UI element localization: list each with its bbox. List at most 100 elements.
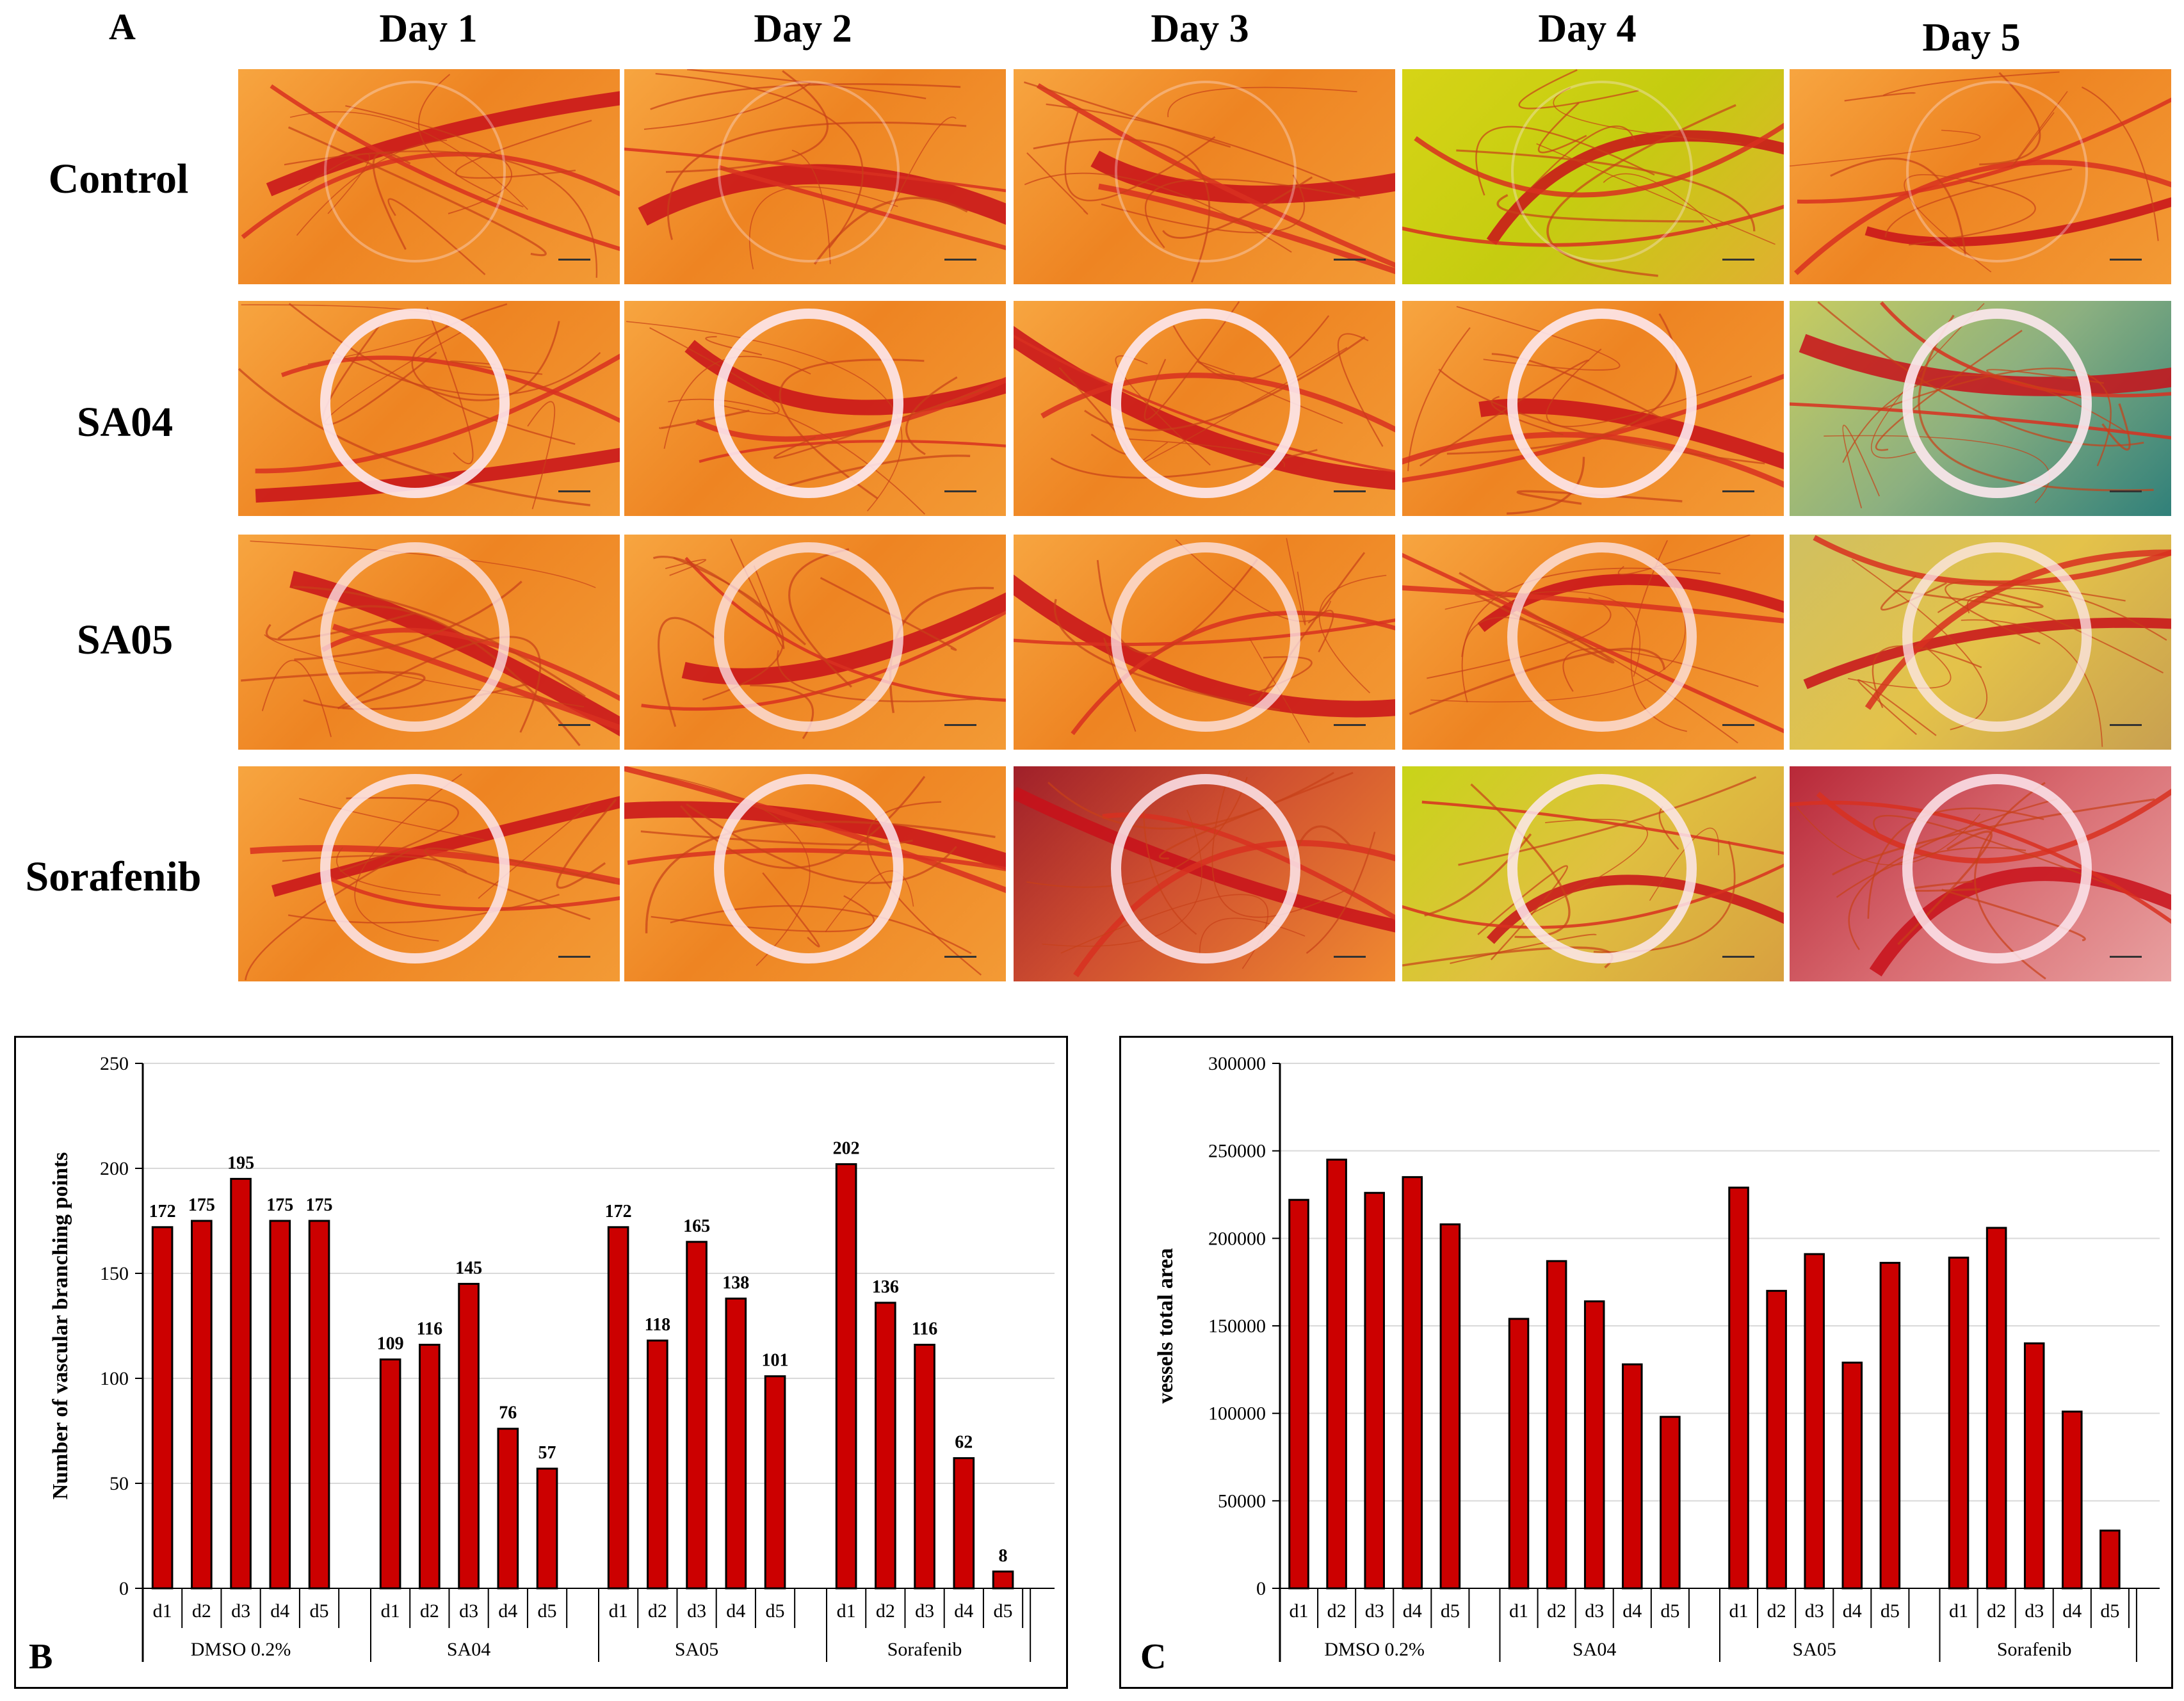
y-tick-label: 300000 — [1208, 1053, 1266, 1074]
bar-value-label: 76 — [499, 1403, 517, 1423]
cam-photo-r1-c2 — [624, 69, 1006, 284]
scale-bar — [1722, 259, 1754, 261]
vessel-drawing — [626, 309, 1006, 515]
bar-SA04-d4 — [1622, 1363, 1643, 1590]
scale-bar — [558, 490, 590, 492]
silicone-ring — [1507, 309, 1697, 498]
y-tick-label: 100000 — [1208, 1403, 1266, 1424]
cam-photo-r3-c5 — [1790, 535, 2171, 750]
x-tick-label: d2 — [420, 1600, 439, 1622]
panel-a-letter: A — [109, 6, 136, 47]
silicone-ring — [320, 542, 510, 732]
bar-SA05-d2 — [1766, 1289, 1787, 1590]
bar-SA04-d2 — [419, 1344, 441, 1590]
x-tick-label: d5 — [538, 1600, 557, 1622]
scale-bar — [2110, 724, 2142, 726]
silicone-ring — [1111, 774, 1300, 963]
bar-value-label: 175 — [266, 1195, 293, 1215]
bar-SA04-d1 — [1508, 1318, 1530, 1590]
silicone-ring — [718, 81, 900, 262]
bar-Sorafenib-d3 — [2023, 1342, 2045, 1590]
bar-value-label: 116 — [912, 1319, 937, 1339]
x-group-label: Sorafenib — [887, 1639, 962, 1660]
cam-photo-r3-c3 — [1014, 535, 1395, 750]
x-tick-label: d3 — [1365, 1600, 1384, 1622]
row-label-sorafenib: Sorafenib — [25, 853, 202, 900]
x-tick-label: d3 — [915, 1600, 934, 1622]
x-group-label: SA05 — [1793, 1639, 1836, 1660]
scale-bar — [944, 724, 976, 726]
cam-photo-r1-c3 — [1014, 69, 1395, 284]
bar-value-label: 101 — [762, 1351, 789, 1371]
day-label-3: Day 3 — [1151, 7, 1249, 51]
x-tick-label: d5 — [1441, 1600, 1460, 1622]
y-tick-label: 150000 — [1208, 1316, 1266, 1337]
vessel-drawing — [1790, 71, 2171, 275]
x-tick-label: d2 — [1987, 1600, 2006, 1622]
branching-points-chart: 0 50 100 150 200 250 Number of vascular branch… — [29, 1053, 1055, 1677]
bar-SA05-d5 — [1879, 1262, 1901, 1590]
x-tick-label: d1 — [1729, 1600, 1749, 1622]
bar-Sorafenib-d5 — [2099, 1529, 2121, 1590]
silicone-ring — [714, 774, 903, 963]
x-tick-label: d4 — [1622, 1600, 1642, 1622]
scale-bar — [1334, 490, 1366, 492]
x-tick-label: d2 — [1767, 1600, 1786, 1622]
cam-photo-r2-c5 — [1790, 301, 2171, 516]
x-tick-label: d1 — [1949, 1600, 1968, 1622]
bar-SA04-d2 — [1546, 1260, 1567, 1590]
x-tick-label: d3 — [1585, 1600, 1604, 1622]
scale-bar — [1334, 724, 1366, 726]
scale-bar — [2110, 490, 2142, 492]
bar-SA04-d3 — [458, 1282, 480, 1590]
bar-SA05-d3 — [1804, 1253, 1825, 1590]
x-tick-label: d2 — [1327, 1600, 1347, 1622]
cam-photo-r4-c1 — [238, 766, 620, 981]
bar-value-label: 195 — [227, 1153, 254, 1173]
silicone-ring — [1507, 542, 1697, 732]
bar-value-label: 109 — [377, 1334, 404, 1353]
day-label-2: Day 2 — [754, 7, 852, 51]
y-axis-title: vessels total area — [1154, 1248, 1177, 1404]
x-tick-label: d1 — [153, 1600, 172, 1622]
cam-photo-r3-c2 — [624, 535, 1006, 750]
bar-value-label: 165 — [683, 1216, 710, 1236]
x-tick-label: d2 — [1547, 1600, 1566, 1622]
x-tick-label: d1 — [1509, 1600, 1528, 1622]
x-tick-label: d3 — [687, 1600, 706, 1622]
bar-SA05-d2 — [647, 1339, 668, 1590]
chart-b-frame: 0 50 100 150 200 250 Number of vascular branch… — [14, 1036, 1068, 1689]
bar-DMSO 0.2%-d4 — [1402, 1176, 1423, 1590]
row-label-control: Control — [48, 156, 189, 202]
x-tick-label: d3 — [2025, 1600, 2044, 1622]
x-group-label: SA04 — [447, 1639, 490, 1660]
bar-value-label: 172 — [605, 1202, 632, 1221]
x-tick-label: d3 — [459, 1600, 478, 1622]
vessel-drawing — [1014, 538, 1395, 743]
y-tick-label: 200000 — [1208, 1228, 1266, 1249]
bar-SA04-d5 — [1660, 1415, 1681, 1590]
cam-photo-r1-c1 — [238, 69, 620, 284]
vessel-drawing — [624, 766, 1006, 976]
y-tick-label: 50 — [109, 1473, 129, 1494]
bar-DMSO 0.2%-d3 — [1364, 1191, 1385, 1590]
bar-DMSO 0.2%-d1 — [151, 1226, 174, 1590]
x-group-label: SA05 — [675, 1639, 718, 1660]
scale-bar — [944, 259, 976, 261]
silicone-ring — [1906, 81, 2088, 262]
vessel-drawing — [1024, 81, 1395, 283]
scale-bar — [1722, 490, 1754, 492]
y-tick-label: 100 — [100, 1368, 129, 1389]
bar-value-label: 57 — [538, 1443, 556, 1463]
x-tick-label: d4 — [1403, 1600, 1422, 1622]
silicone-ring — [1902, 774, 2092, 963]
bar-value-label: 175 — [188, 1195, 215, 1215]
cam-photo-r2-c4 — [1402, 301, 1784, 516]
silicone-ring — [1507, 774, 1697, 963]
y-tick-label: 50000 — [1218, 1490, 1266, 1512]
silicone-ring — [1111, 309, 1300, 498]
bar-Sorafenib-d3 — [914, 1344, 935, 1590]
vessel-drawing — [241, 540, 620, 746]
cam-photo-r3-c1 — [238, 535, 620, 750]
vessel-drawing — [641, 538, 1006, 739]
